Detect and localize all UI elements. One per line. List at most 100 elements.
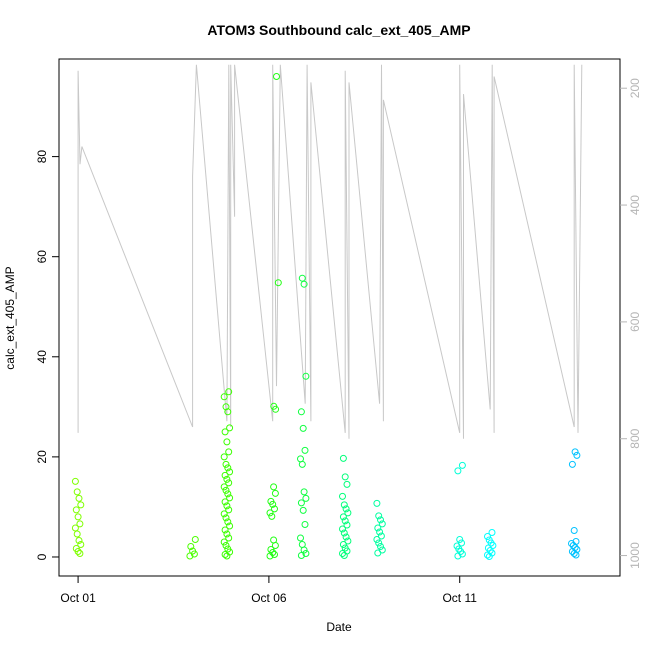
data-point [73, 530, 81, 538]
data-point [454, 552, 462, 560]
data-point [77, 541, 85, 548]
data-point [225, 479, 233, 487]
data-point [570, 527, 578, 534]
data-point [221, 551, 229, 558]
y-tick-label: 80 [35, 150, 49, 164]
data-point [220, 393, 228, 401]
data-point [343, 480, 351, 488]
data-points [71, 73, 581, 560]
data-point [297, 534, 304, 542]
data-point [268, 512, 276, 520]
data-point [190, 550, 198, 558]
data-point [340, 501, 348, 509]
data-point [226, 424, 234, 432]
data-point [339, 550, 346, 557]
data-point [302, 550, 310, 557]
data-point [377, 543, 384, 550]
data-point [339, 525, 346, 533]
data-point [340, 529, 348, 537]
data-point [374, 549, 382, 557]
data-point [344, 537, 352, 545]
data-point [221, 471, 229, 479]
data-point [298, 274, 306, 282]
data-point [344, 509, 352, 517]
data-point [224, 490, 232, 498]
data-point [223, 438, 231, 446]
y-tick-label: 20 [35, 450, 49, 464]
data-point [220, 510, 228, 518]
secondary-y-axis: 200 400 600 800 1000 [620, 78, 642, 569]
data-point [274, 279, 282, 287]
data-point [484, 551, 491, 559]
x-tick-label: Oct 01 [60, 591, 96, 605]
data-point [273, 73, 280, 80]
data-point [297, 499, 305, 507]
data-point [224, 408, 232, 416]
data-point [302, 372, 310, 380]
data-point [223, 552, 231, 560]
data-point [375, 512, 383, 520]
data-point [297, 552, 305, 559]
data-point [374, 524, 382, 532]
data-point [225, 448, 233, 456]
data-point [222, 486, 230, 494]
y2-tick-label: 1000 [628, 542, 642, 569]
data-point [342, 533, 350, 541]
data-point [225, 534, 233, 542]
data-point [186, 552, 194, 560]
data-point [568, 540, 575, 547]
plot-frame [58, 58, 621, 577]
data-point [225, 388, 233, 396]
x-axis-label: Date [326, 620, 352, 634]
y2-tick-label: 800 [628, 428, 642, 448]
data-point [302, 494, 310, 502]
data-point [373, 536, 381, 543]
data-point [270, 483, 278, 491]
data-point [271, 542, 279, 549]
data-point [341, 517, 349, 525]
data-point [299, 424, 307, 432]
data-point [187, 543, 195, 550]
data-point [301, 521, 309, 528]
data-point [222, 460, 230, 468]
data-point [343, 521, 351, 529]
data-point [271, 489, 279, 497]
data-point [568, 460, 576, 468]
data-point [76, 520, 84, 528]
data-point [458, 550, 466, 558]
data-point [300, 488, 308, 496]
data-point [269, 500, 277, 508]
data-point [226, 468, 234, 476]
data-point [485, 553, 493, 560]
data-point [339, 541, 347, 548]
data-point [373, 499, 381, 507]
x-tick-label: Oct 11 [442, 591, 477, 605]
y2-tick-label: 600 [628, 312, 642, 332]
y-axis-label: calc_ext_405_AMP [3, 266, 17, 369]
data-point [570, 550, 578, 557]
data-point [75, 494, 83, 502]
data-point [71, 477, 79, 485]
y-tick-label: 60 [35, 250, 49, 264]
data-point [271, 505, 278, 513]
data-point [572, 551, 580, 559]
data-point [456, 536, 464, 543]
data-point [73, 488, 81, 496]
data-point [223, 502, 231, 510]
data-point [573, 451, 581, 459]
data-point [221, 428, 229, 436]
data-point [377, 516, 384, 524]
data-point [226, 494, 234, 502]
data-point [77, 501, 85, 509]
data-point [220, 453, 228, 461]
y2-tick-label: 200 [628, 78, 642, 98]
data-point [71, 524, 79, 532]
data-point [220, 538, 228, 546]
data-point [75, 537, 83, 544]
y-tick-label: 0 [35, 553, 49, 560]
data-point [568, 548, 576, 555]
data-point [340, 552, 348, 559]
data-point [300, 280, 308, 288]
data-point [298, 460, 306, 468]
data-point [458, 461, 466, 469]
